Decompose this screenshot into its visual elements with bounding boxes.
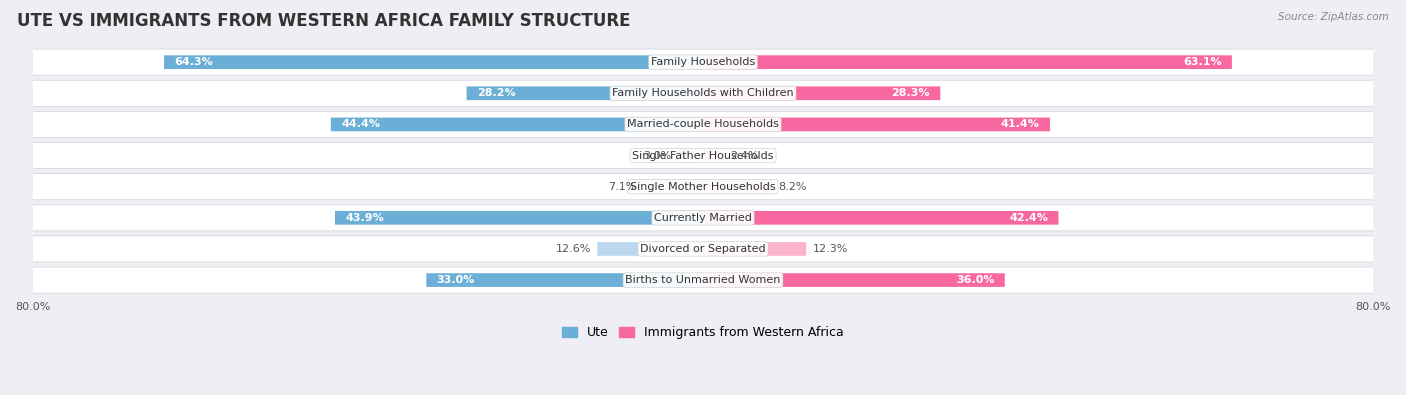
FancyBboxPatch shape <box>703 242 806 256</box>
Legend: Ute, Immigrants from Western Africa: Ute, Immigrants from Western Africa <box>557 321 849 344</box>
Text: 12.3%: 12.3% <box>813 244 848 254</box>
FancyBboxPatch shape <box>678 149 703 162</box>
FancyBboxPatch shape <box>28 205 1378 231</box>
Text: UTE VS IMMIGRANTS FROM WESTERN AFRICA FAMILY STRUCTURE: UTE VS IMMIGRANTS FROM WESTERN AFRICA FA… <box>17 12 630 30</box>
Text: 80.0%: 80.0% <box>15 303 51 312</box>
FancyBboxPatch shape <box>703 55 1232 69</box>
FancyBboxPatch shape <box>28 174 1378 200</box>
Text: 43.9%: 43.9% <box>346 213 384 223</box>
FancyBboxPatch shape <box>703 211 1059 225</box>
FancyBboxPatch shape <box>28 143 1378 169</box>
Text: Births to Unmarried Women: Births to Unmarried Women <box>626 275 780 285</box>
Text: Single Father Households: Single Father Households <box>633 150 773 160</box>
Text: 7.1%: 7.1% <box>609 182 637 192</box>
Text: 28.2%: 28.2% <box>477 88 516 98</box>
Text: 44.4%: 44.4% <box>342 119 380 130</box>
Text: Currently Married: Currently Married <box>654 213 752 223</box>
FancyBboxPatch shape <box>28 49 1378 75</box>
Text: 64.3%: 64.3% <box>174 57 214 67</box>
Text: 12.6%: 12.6% <box>555 244 591 254</box>
Text: 63.1%: 63.1% <box>1182 57 1222 67</box>
Text: Married-couple Households: Married-couple Households <box>627 119 779 130</box>
Text: 2.4%: 2.4% <box>730 150 758 160</box>
Text: Family Households with Children: Family Households with Children <box>612 88 794 98</box>
FancyBboxPatch shape <box>426 273 703 287</box>
Text: 28.3%: 28.3% <box>891 88 929 98</box>
FancyBboxPatch shape <box>165 55 703 69</box>
Text: 8.2%: 8.2% <box>779 182 807 192</box>
FancyBboxPatch shape <box>644 180 703 194</box>
Text: 41.4%: 41.4% <box>1001 119 1040 130</box>
FancyBboxPatch shape <box>335 211 703 225</box>
FancyBboxPatch shape <box>467 87 703 100</box>
Text: Source: ZipAtlas.com: Source: ZipAtlas.com <box>1278 12 1389 22</box>
FancyBboxPatch shape <box>703 180 772 194</box>
Text: Single Mother Households: Single Mother Households <box>630 182 776 192</box>
FancyBboxPatch shape <box>28 80 1378 106</box>
FancyBboxPatch shape <box>28 236 1378 262</box>
FancyBboxPatch shape <box>703 273 1005 287</box>
Text: 36.0%: 36.0% <box>956 275 994 285</box>
FancyBboxPatch shape <box>703 87 941 100</box>
Text: Divorced or Separated: Divorced or Separated <box>640 244 766 254</box>
FancyBboxPatch shape <box>598 242 703 256</box>
FancyBboxPatch shape <box>703 149 723 162</box>
FancyBboxPatch shape <box>330 118 703 131</box>
Text: 33.0%: 33.0% <box>436 275 475 285</box>
Text: 80.0%: 80.0% <box>1355 303 1391 312</box>
FancyBboxPatch shape <box>703 118 1050 131</box>
Text: 42.4%: 42.4% <box>1010 213 1049 223</box>
FancyBboxPatch shape <box>28 267 1378 293</box>
FancyBboxPatch shape <box>28 111 1378 137</box>
Text: Family Households: Family Households <box>651 57 755 67</box>
Text: 3.0%: 3.0% <box>643 150 671 160</box>
